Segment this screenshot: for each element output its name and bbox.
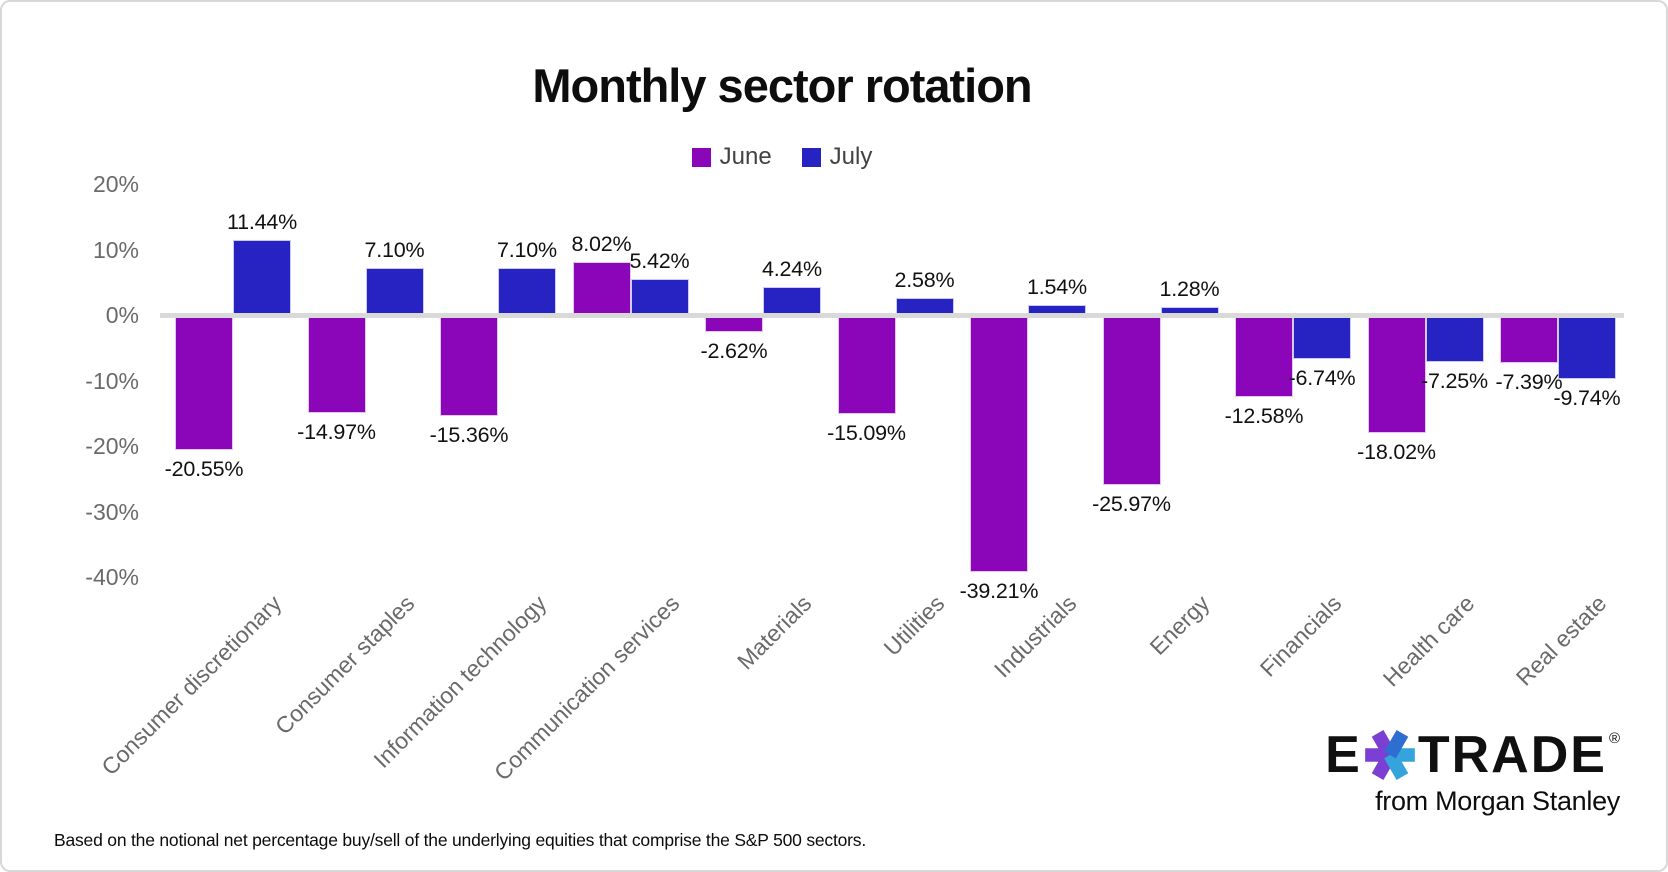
y-axis-tick-label: -40% [85, 564, 139, 590]
bar-june-6 [837, 315, 896, 414]
bar-june-3 [440, 315, 498, 416]
bar-value-label: 4.24% [762, 257, 822, 282]
legend-item-june: June [691, 143, 772, 171]
bar-value-label: 7.10% [497, 238, 557, 263]
bar-value-label: -18.02% [1357, 440, 1436, 465]
y-axis-tick-label: 10% [92, 236, 139, 263]
bar-june-10 [1367, 315, 1426, 434]
category-label: Consumer staples [269, 590, 419, 740]
logo-letters-trade: TRADE [1417, 726, 1607, 784]
bar-june-9 [1235, 315, 1293, 398]
bar-value-label: -9.74% [1553, 385, 1621, 410]
logo-letter-e: E [1325, 726, 1362, 784]
registered-trademark-symbol: ® [1608, 729, 1620, 747]
category-label: Information technology [368, 590, 552, 773]
bar-value-label: -15.09% [827, 420, 906, 445]
chart-legend: June July [2, 143, 1562, 171]
bar-value-label: -7.25% [1421, 369, 1488, 394]
chart-title: Monthly sector rotation [532, 59, 1032, 112]
zero-baseline [160, 313, 1624, 318]
etrade-logo: E TRADE ® from Morgan Stanley [1325, 728, 1620, 817]
bar-june-11 [1500, 315, 1558, 364]
category-label: Industrials [988, 590, 1082, 683]
bar-value-label: 8.02% [571, 232, 632, 257]
category-label: Financials [1254, 590, 1347, 682]
y-axis-tick-label: 20% [92, 171, 139, 197]
category-label: Materials [732, 590, 817, 675]
bar-july-3 [498, 268, 556, 315]
footnote: Based on the notional net percentage buy… [54, 830, 867, 850]
bar-july-4 [630, 279, 689, 315]
bar-value-label: -12.58% [1224, 404, 1304, 429]
legend-label: July [829, 143, 873, 170]
bar-value-label: 1.54% [1027, 274, 1087, 299]
bar-value-label: -15.36% [429, 422, 509, 447]
bar-value-label: 5.42% [629, 249, 690, 274]
legend-label: June [719, 143, 772, 170]
bar-june-8 [1102, 315, 1161, 486]
bar-value-label: -6.74% [1288, 366, 1356, 391]
bar-value-label: 11.44% [226, 210, 298, 235]
bar-value-label: 7.10% [364, 238, 425, 263]
category-label: Communication services [488, 590, 684, 786]
legend-swatch-icon [691, 147, 711, 167]
bar-value-label: -39.21% [959, 578, 1039, 603]
legend-item-july: July [801, 143, 873, 171]
etrade-wordmark: E TRADE ® [1325, 728, 1620, 782]
y-axis-tick-label: -20% [85, 433, 139, 459]
bar-july-5 [763, 287, 821, 315]
bar-value-label: -20.55% [164, 456, 244, 481]
bar-july-2 [365, 268, 424, 315]
bar-value-label: 2.58% [894, 268, 955, 293]
bar-value-label: -25.97% [1092, 492, 1171, 517]
y-axis-tick-label: 0% [105, 302, 139, 328]
logo-tagline: from Morgan Stanley [1375, 786, 1620, 816]
bar-value-label: 1.28% [1159, 276, 1220, 301]
bar-july-11 [1558, 315, 1616, 379]
bar-value-label: -2.62% [700, 339, 768, 364]
bar-july-10 [1425, 315, 1484, 363]
bar-value-label: -14.97% [297, 420, 376, 445]
category-label: Consumer discretionary [96, 590, 287, 781]
bar-july-1 [233, 240, 291, 315]
bar-june-1 [175, 315, 233, 450]
category-label: Utilities [878, 590, 949, 661]
bar-june-7 [970, 315, 1028, 572]
y-axis-tick-label: -30% [85, 498, 139, 525]
legend-swatch-icon [801, 147, 821, 167]
etrade-asterisk-icon [1364, 730, 1415, 780]
bar-july-9 [1293, 315, 1351, 360]
bar-june-2 [307, 315, 366, 414]
y-axis-tick-label: -10% [85, 367, 139, 394]
category-label: Energy [1143, 590, 1214, 660]
bar-june-4 [572, 262, 631, 315]
bar-value-label: -7.39% [1495, 370, 1563, 395]
